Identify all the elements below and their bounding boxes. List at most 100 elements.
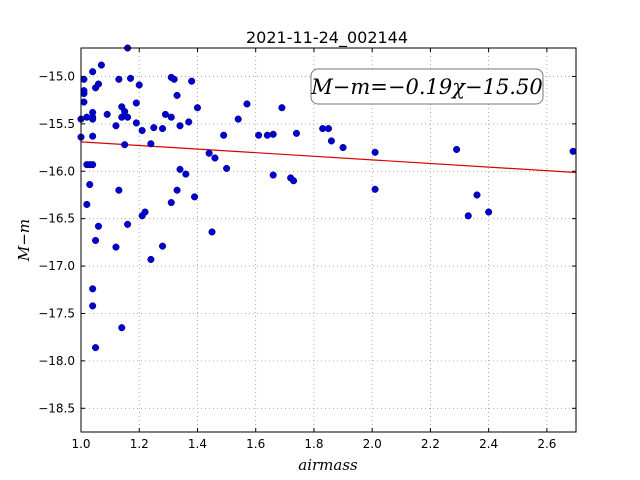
data-point (324, 125, 333, 133)
data-point (453, 145, 461, 154)
data-point (112, 122, 120, 130)
data-point (208, 228, 216, 236)
data-point (182, 170, 190, 178)
data-point (173, 91, 181, 99)
data-point (339, 144, 347, 152)
axis-ticks (80, 48, 576, 432)
y-tick-label: −15.5 (38, 117, 75, 131)
data-point (89, 161, 97, 169)
data-point (124, 220, 132, 228)
data-point (80, 98, 88, 106)
data-point (263, 131, 271, 139)
y-tick-label: −17.5 (38, 306, 75, 320)
data-point (188, 77, 196, 85)
data-point (569, 147, 577, 155)
data-point (485, 208, 493, 216)
y-tick-label: −15.0 (38, 69, 75, 83)
x-tick-labels: 1.0 1.2 1.4 1.6 1.8 2.0 2.2 2.4 2.6 (71, 437, 556, 451)
data-point (167, 113, 175, 121)
data-point (205, 149, 213, 157)
data-point (173, 186, 181, 194)
x-tick-label: 1.4 (188, 437, 207, 451)
data-point (92, 236, 100, 245)
data-point (112, 243, 120, 251)
x-tick-label: 1.6 (246, 437, 265, 451)
fit-line-group (80, 141, 577, 174)
data-point (118, 324, 126, 332)
data-point (80, 75, 88, 83)
x-tick-label: 2.4 (479, 437, 498, 451)
y-tick-label: −17.0 (38, 259, 75, 273)
y-axis-label: M−m (15, 219, 33, 262)
y-tick-labels: −15.0 −15.5 −16.0 −16.5 −17.0 −17.5 −18.0 −18.5 (38, 69, 75, 415)
annotation-box (310, 68, 544, 105)
data-point (243, 100, 251, 108)
data-point (121, 141, 129, 149)
data-point (126, 74, 135, 82)
x-tick-label: 1.2 (130, 437, 149, 451)
data-point (147, 255, 155, 263)
data-point (86, 180, 94, 189)
data-point (138, 126, 146, 135)
x-tick-label: 1.0 (71, 437, 90, 451)
data-point (327, 137, 335, 145)
data-point (371, 148, 379, 156)
data-point (89, 68, 97, 76)
y-tick-label: −16.5 (38, 212, 75, 226)
data-point (292, 129, 301, 137)
data-point (176, 122, 184, 130)
x-axis-label: airmass (298, 456, 358, 474)
data-point (89, 132, 97, 140)
data-point (94, 80, 103, 88)
annotation-text: M−m=−0.19χ−15.50 (310, 75, 542, 99)
data-point (83, 200, 91, 208)
data-point (269, 130, 277, 138)
data-point (89, 285, 97, 293)
plot-area-frame (80, 47, 577, 433)
data-point (176, 165, 184, 173)
data-point (124, 113, 132, 121)
data-point (94, 222, 103, 230)
y-tick-label: −16.0 (38, 164, 75, 178)
data-point (89, 115, 97, 123)
x-tick-label: 2.2 (421, 437, 440, 451)
data-point (115, 75, 123, 83)
y-tick-label: −18.5 (38, 401, 75, 415)
data-point (158, 125, 167, 133)
data-point (103, 110, 111, 118)
data-point (185, 118, 193, 126)
data-point (193, 104, 202, 112)
data-point (150, 124, 158, 132)
data-point (220, 131, 228, 139)
data-point (223, 164, 231, 172)
data-point (97, 61, 105, 69)
data-point (158, 242, 167, 250)
fit-annotation: M−m=−0.19χ−15.50 (310, 68, 544, 105)
data-points (77, 44, 577, 352)
x-tick-label: 2.6 (537, 437, 556, 451)
y-tick-label: −18.0 (38, 354, 75, 368)
data-point (473, 191, 481, 199)
data-point (80, 87, 88, 95)
data-point (161, 110, 169, 118)
data-point (115, 186, 123, 194)
x-tick-label: 2.0 (363, 437, 382, 451)
data-point (170, 75, 178, 83)
data-point (132, 119, 140, 127)
data-point (371, 185, 379, 193)
data-point (269, 171, 277, 179)
data-point (211, 154, 219, 162)
x-tick-label: 1.8 (304, 437, 323, 451)
data-point (138, 212, 146, 220)
data-point (234, 115, 242, 123)
data-point (147, 140, 155, 148)
data-point (121, 107, 129, 116)
chart-title: 2021-11-24_002144 (246, 28, 408, 48)
data-point (135, 81, 143, 89)
grid-lines (80, 48, 576, 432)
data-point (89, 302, 97, 310)
data-point (191, 193, 199, 201)
data-point (167, 198, 175, 207)
data-point (255, 131, 263, 139)
data-point (278, 104, 286, 112)
